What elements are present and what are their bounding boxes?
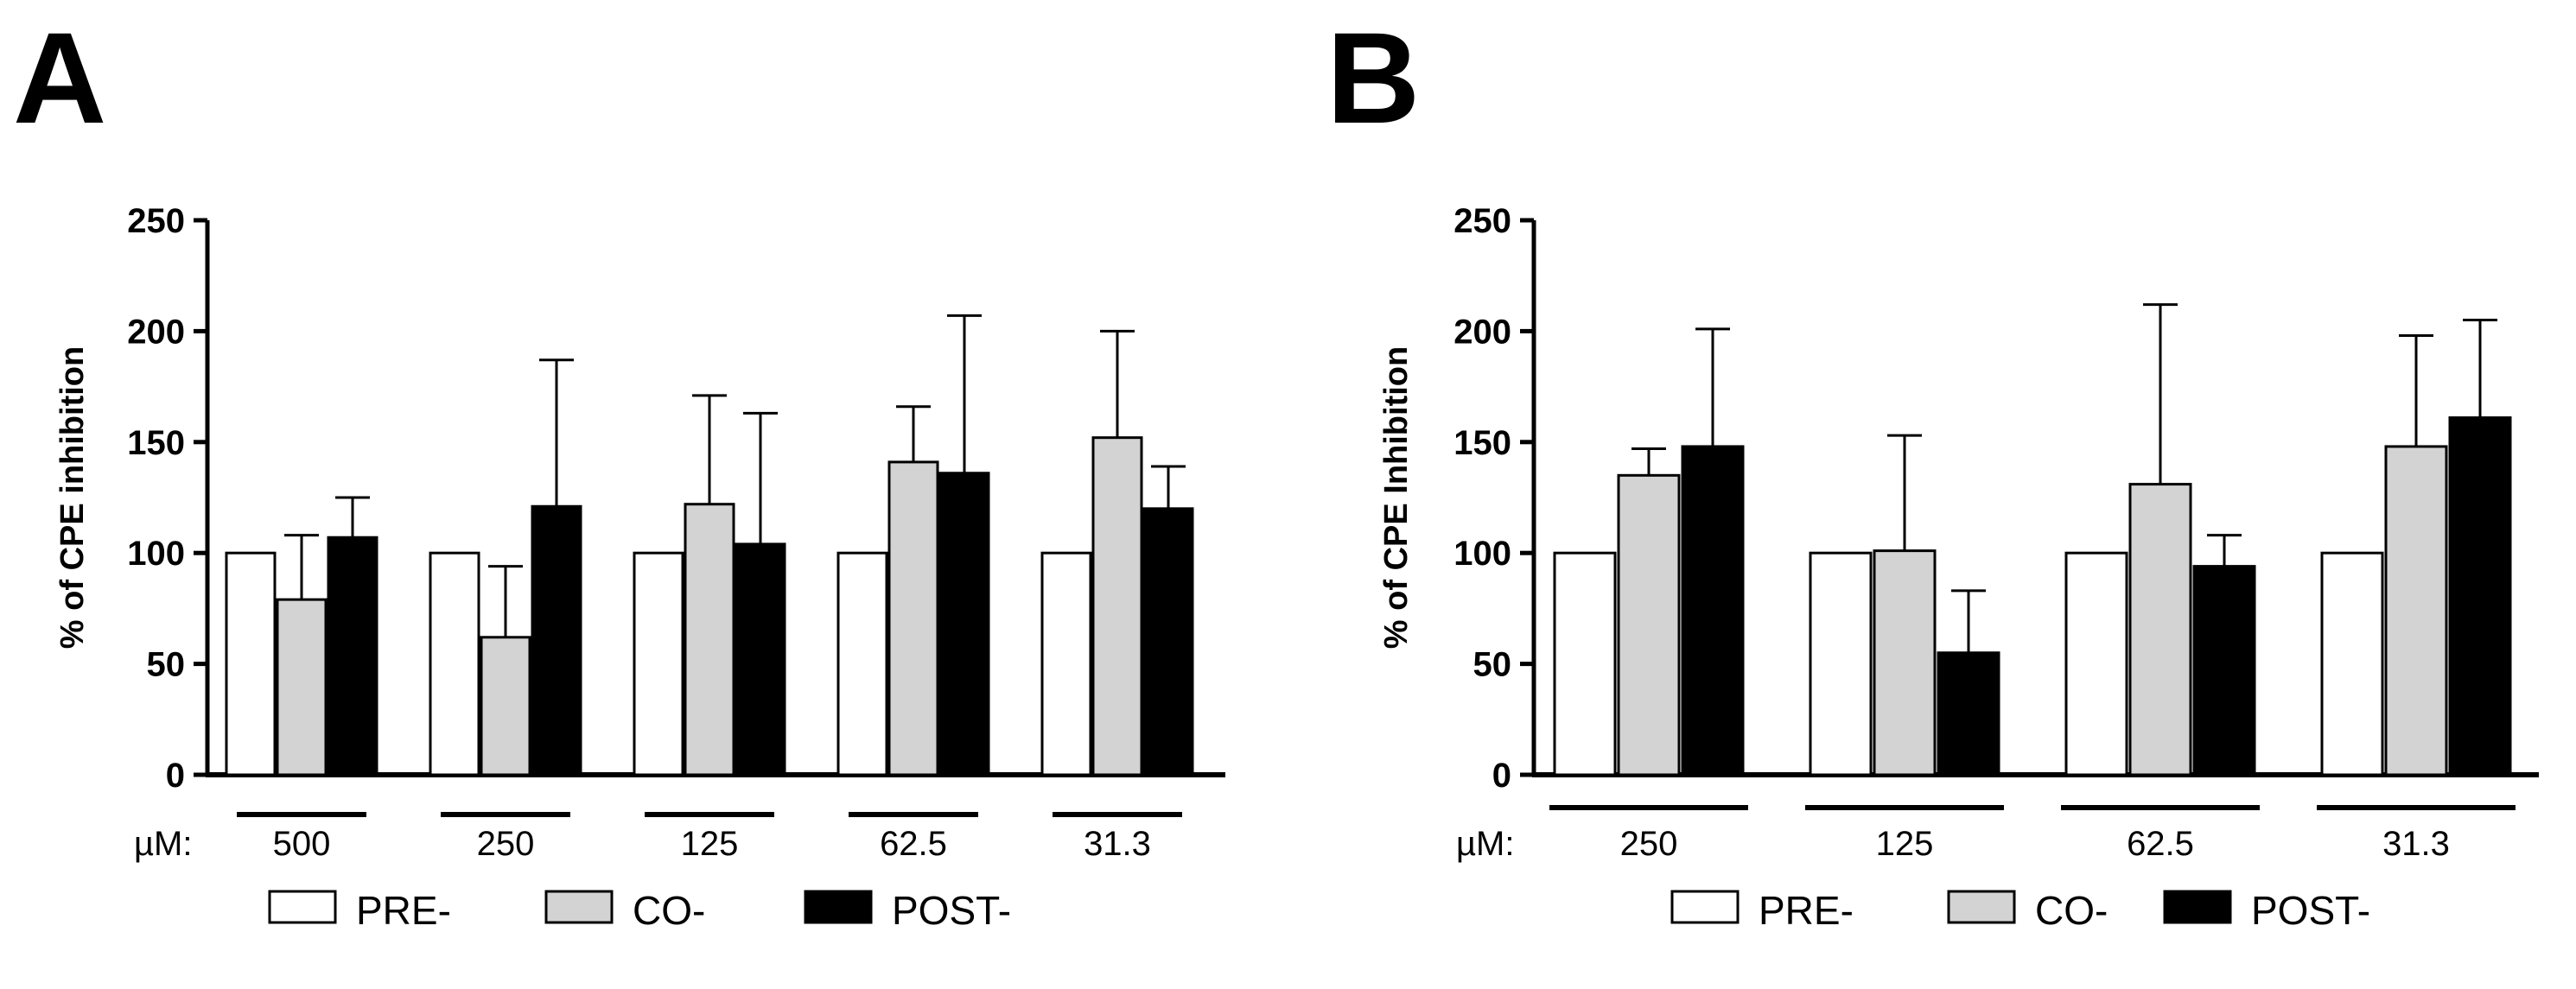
panel-a-legend-label: POST- xyxy=(892,888,1011,933)
panel-a-legend-swatch xyxy=(544,890,614,924)
panel-b-bars xyxy=(1553,303,2512,777)
panel-a-bar-co xyxy=(887,460,939,777)
panel-a-y-tick-label: 50 xyxy=(147,646,186,684)
panel-b-legend-label: CO- xyxy=(2035,888,2108,933)
panel-a-legend-swatch xyxy=(804,890,873,924)
panel-a-y-tick-label: 150 xyxy=(127,424,185,462)
panel-b-bar-pre xyxy=(2320,551,2384,777)
panel-b-y-tick-label: 250 xyxy=(1453,202,1511,240)
panel-b-y-tick-label: 50 xyxy=(1473,646,1512,684)
panel-a-bar-co xyxy=(1091,436,1143,777)
panel-a: A % of CPE inhibition µM: 0 50 100 150 200 25… xyxy=(13,5,1225,933)
panel-b-bar-pre xyxy=(2064,551,2128,777)
panel-a-bar-pre xyxy=(1040,551,1092,777)
panel-a-bar-post xyxy=(531,504,582,777)
panel-b-y-tick-label: 100 xyxy=(1453,535,1511,573)
panel-a-category-label: 250 xyxy=(477,825,535,863)
panel-a-bar-co xyxy=(276,598,328,777)
panel-a-category-label: 125 xyxy=(681,825,739,863)
panel-a-bar-pre xyxy=(225,551,277,777)
panel-b-legend-swatch xyxy=(1670,890,1740,924)
panel-b-bar-post xyxy=(2192,565,2256,777)
panel-a-bar-pre xyxy=(429,551,480,777)
panel-a-y-tick-label: 200 xyxy=(127,313,185,351)
panel-b-legend-swatch xyxy=(1947,890,2016,924)
panel-b-category-label: 62.5 xyxy=(2127,825,2194,863)
panel-b-bar-post xyxy=(1937,651,2000,777)
panel-a-bars xyxy=(225,314,1194,777)
panel-a-bar-post xyxy=(938,472,990,777)
panel-b-axes: 0 50 100 150 200 250 250 125 62.5 31.3 xyxy=(1453,202,2539,863)
panel-b-bar-co xyxy=(2384,445,2448,777)
panel-b-y-tick-label: 0 xyxy=(1492,757,1511,795)
panel-b-category-label: 250 xyxy=(1620,825,1678,863)
panel-a-bar-pre xyxy=(836,551,888,777)
panel-b-bar-co xyxy=(1873,549,1937,777)
panel-b-unit-label: µM: xyxy=(1456,825,1514,863)
panel-a-y-tick-label: 250 xyxy=(127,202,185,240)
panel-b-bar-pre xyxy=(1553,551,1617,777)
panel-a-y-tick-label: 100 xyxy=(127,535,185,573)
panel-b-bar-post xyxy=(2448,416,2512,777)
panel-a-y-tick-label: 0 xyxy=(166,757,185,795)
panel-b-y-axis-label: % of CPE Inhibition xyxy=(1378,346,1415,649)
panel-a-legend-swatch xyxy=(268,890,337,924)
panel-a-category-label: 62.5 xyxy=(880,825,947,863)
panel-b-legend: PRE- CO- POST- xyxy=(1670,888,2370,933)
panel-a-bar-co xyxy=(684,503,735,777)
panel-a-letter: A xyxy=(13,5,106,150)
panel-a-bar-post xyxy=(327,536,378,777)
panel-b-y-tick-label: 150 xyxy=(1453,424,1511,462)
panel-a-bar-post xyxy=(735,542,786,777)
panel-b: B % of CPE Inhibition µM: 0 50 100 150 200 25… xyxy=(1326,5,2539,933)
panel-a-bar-co xyxy=(480,636,531,777)
panel-b-category-label: 125 xyxy=(1876,825,1934,863)
panel-a-legend-label: PRE- xyxy=(356,888,451,933)
panel-a-legend: PRE- CO- POST- xyxy=(268,888,1011,933)
panel-a-legend-label: CO- xyxy=(633,888,705,933)
panel-a-category-label: 500 xyxy=(273,825,331,863)
panel-b-legend-label: PRE- xyxy=(1759,888,1854,933)
panel-b-bar-co xyxy=(2128,483,2192,777)
panel-a-unit-label: µM: xyxy=(134,825,192,863)
panel-a-bar-pre xyxy=(633,551,684,777)
panel-a-category-label: 31.3 xyxy=(1084,825,1151,863)
panel-b-y-tick-label: 200 xyxy=(1453,313,1511,351)
panel-a-bar-post xyxy=(1142,507,1194,777)
panel-b-legend-swatch xyxy=(2163,890,2232,924)
panel-b-bar-co xyxy=(1617,473,1681,777)
panel-b-category-label: 31.3 xyxy=(2382,825,2450,863)
panel-a-y-axis-label: % of CPE inhibition xyxy=(54,346,91,649)
panel-b-letter: B xyxy=(1326,5,1420,150)
panel-b-bar-pre xyxy=(1809,551,1873,777)
panel-b-legend-label: POST- xyxy=(2251,888,2370,933)
panel-b-bar-post xyxy=(1681,445,1745,777)
